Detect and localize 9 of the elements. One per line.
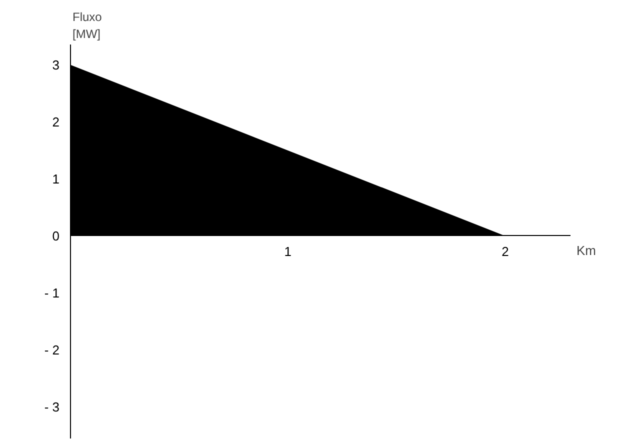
y-axis-title: Fluxo [MW] xyxy=(72,10,102,41)
y-tick-label: - 2 xyxy=(44,342,60,358)
y-tick-label: 1 xyxy=(52,171,60,186)
y-tick-label: 2 xyxy=(52,114,60,130)
x-axis-title: Km xyxy=(576,242,596,258)
y-tick-label: - 3 xyxy=(44,400,60,415)
y-tick-label: 3 xyxy=(52,57,60,72)
y-tick-label: 0 xyxy=(52,228,60,244)
y-tick-label: - 1 xyxy=(44,286,60,301)
